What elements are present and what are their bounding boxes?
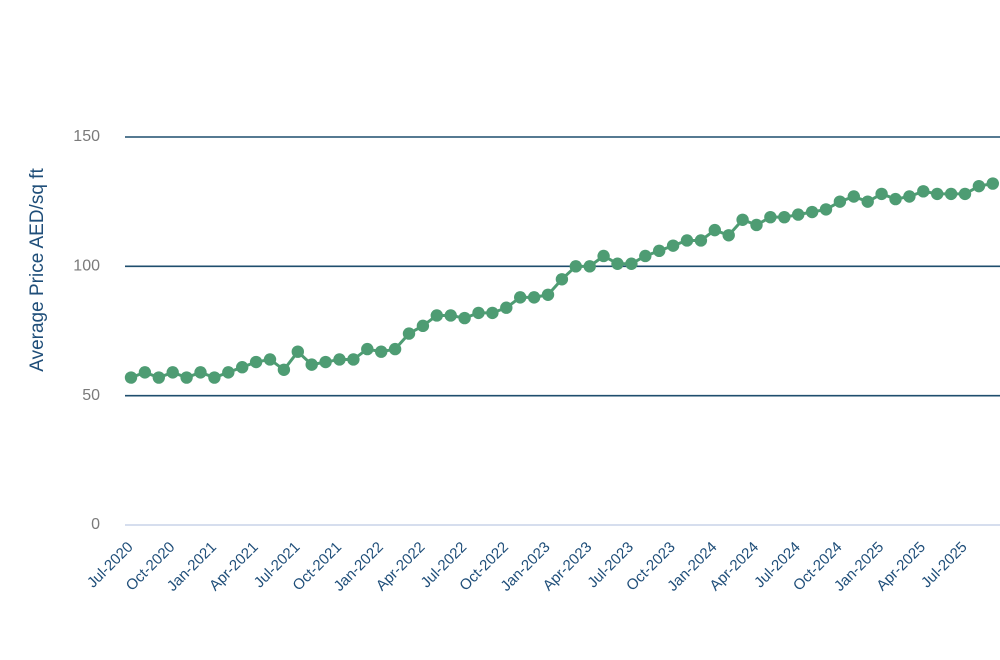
- data-point: [778, 210, 791, 224]
- data-point: [486, 306, 499, 320]
- data-point: [166, 366, 179, 379]
- data-point: [764, 210, 777, 224]
- data-point: [917, 185, 930, 198]
- data-point: [986, 177, 999, 190]
- data-point: [263, 353, 277, 366]
- data-point: [361, 342, 374, 356]
- x-tick-label: Jul-2025: [918, 539, 971, 592]
- data-point: [319, 355, 332, 369]
- data-point: [458, 311, 471, 325]
- data-point: [972, 179, 986, 193]
- data-point: [124, 371, 138, 384]
- data-point: [569, 260, 582, 273]
- data-point: [222, 366, 235, 379]
- data-point: [819, 203, 833, 216]
- data-point: [611, 257, 624, 270]
- data-point: [639, 249, 652, 263]
- data-point: [430, 309, 443, 322]
- y-tick-label: 150: [73, 128, 100, 145]
- data-point: [152, 371, 165, 384]
- data-point: [625, 257, 638, 270]
- data-point: [402, 327, 416, 340]
- data-point: [583, 260, 596, 273]
- data-point: [527, 291, 541, 304]
- data-point: [861, 195, 874, 208]
- data-point: [653, 244, 666, 258]
- data-point: [236, 361, 249, 374]
- data-point: [555, 273, 569, 286]
- data-point: [750, 218, 763, 232]
- data-point: [694, 234, 708, 247]
- data-point: [847, 190, 860, 203]
- data-point: [833, 195, 847, 208]
- data-point: [666, 239, 680, 252]
- data-point: [138, 366, 152, 379]
- data-point: [958, 187, 972, 201]
- y-axis-title: Average Price AED/sq ft: [27, 168, 48, 372]
- data-point: [333, 353, 346, 366]
- data-point: [416, 319, 430, 333]
- data-point: [931, 187, 944, 201]
- data-point: [180, 371, 193, 384]
- data-point: [722, 229, 735, 242]
- data-point: [597, 249, 610, 263]
- data-point: [875, 187, 888, 201]
- data-point: [291, 345, 304, 358]
- data-point: [889, 192, 902, 206]
- data-point: [792, 208, 805, 221]
- data-point: [444, 309, 457, 322]
- data-point: [305, 358, 318, 371]
- data-point: [347, 353, 360, 366]
- data-point: [375, 345, 388, 358]
- data-point: [194, 366, 207, 379]
- data-point: [249, 355, 263, 369]
- data-point: [708, 223, 721, 237]
- data-point: [208, 371, 221, 384]
- data-point: [277, 363, 291, 376]
- data-point: [472, 306, 485, 320]
- y-tick-label: 100: [73, 258, 100, 275]
- y-tick-label: 0: [91, 516, 100, 533]
- data-point: [944, 187, 958, 201]
- data-point: [736, 213, 749, 226]
- data-point: [500, 301, 513, 314]
- data-point: [514, 291, 527, 304]
- y-tick-label: 50: [82, 387, 100, 404]
- data-point: [805, 205, 819, 219]
- data-point: [541, 288, 555, 301]
- data-point: [903, 190, 916, 203]
- data-point: [388, 342, 402, 356]
- data-point: [680, 234, 694, 247]
